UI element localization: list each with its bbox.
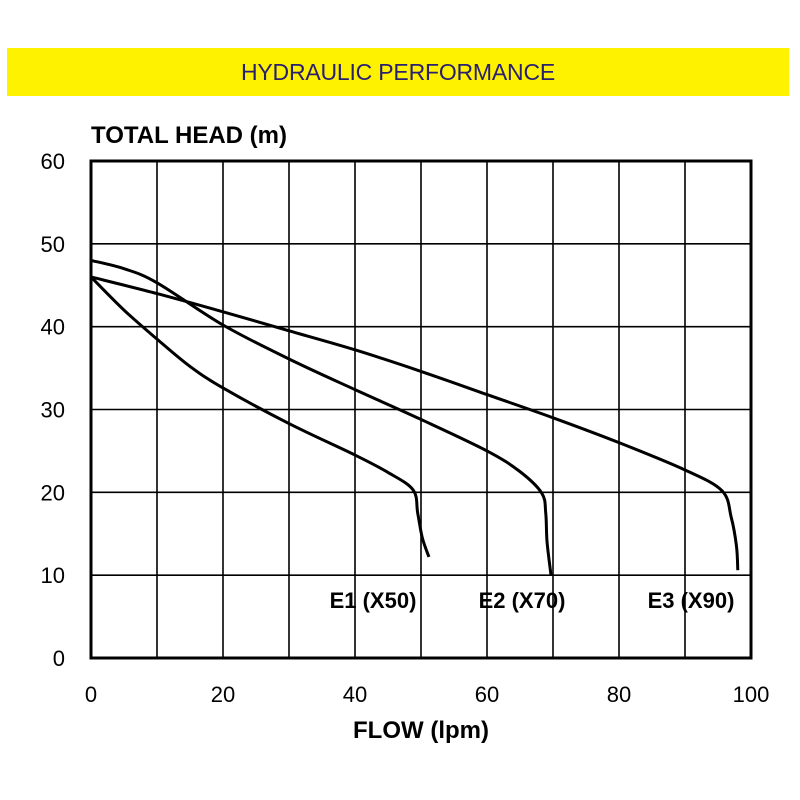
x-tick-label: 100 — [733, 682, 770, 707]
grid — [91, 161, 751, 658]
y-tick-label: 40 — [41, 315, 65, 340]
series-label: E2 (X70) — [479, 588, 566, 613]
y-tick-label: 50 — [41, 232, 65, 257]
x-axis-label: FLOW (lpm) — [353, 717, 489, 744]
series-label: E3 (X90) — [648, 588, 735, 613]
x-tick-label: 40 — [343, 682, 367, 707]
series-line-2 — [90, 258, 553, 576]
chart-title: HYDRAULIC PERFORMANCE — [240, 58, 555, 85]
x-tick-label: 60 — [475, 682, 499, 707]
y-tick-label: 10 — [41, 563, 65, 588]
y-tick-label: 60 — [41, 149, 65, 174]
x-tick-label: 80 — [607, 682, 631, 707]
y-tick-label: 20 — [41, 480, 65, 505]
y-tick-label: 30 — [41, 398, 65, 423]
plot-frame — [89, 159, 753, 660]
y-tick-label: 0 — [53, 646, 65, 671]
x-tick-label: 20 — [211, 682, 235, 707]
title-banner: HYDRAULIC PERFORMANCE — [7, 48, 789, 96]
series-label: E1 (X50) — [330, 588, 417, 613]
series-line-1 — [89, 275, 431, 558]
series-line-3 — [90, 275, 740, 571]
y-axis-label: TOTAL HEAD (m) — [91, 122, 287, 149]
x-tick-label: 0 — [85, 682, 97, 707]
